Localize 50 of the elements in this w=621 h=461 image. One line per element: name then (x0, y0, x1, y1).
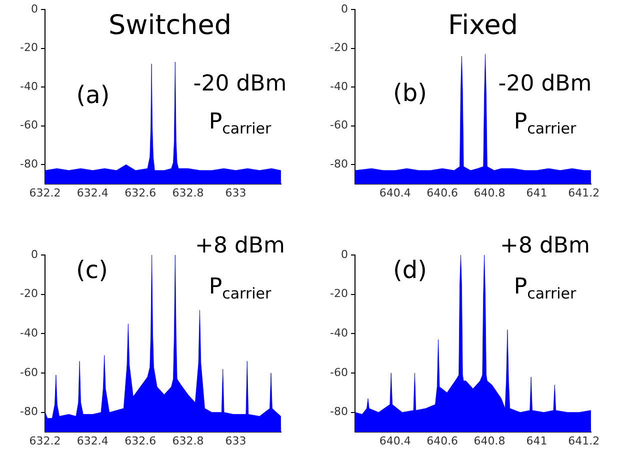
annotation: (c) (76, 256, 108, 284)
chart-title: Fixed (448, 10, 518, 42)
y-tick-label: -80 (20, 157, 38, 170)
y-tick-label: -60 (330, 366, 348, 379)
y-tick-label: -20 (330, 41, 348, 54)
y-tick-label: 0 (341, 248, 348, 261)
y-tick-label: -60 (330, 118, 348, 132)
annotation: +8 dBm (195, 234, 285, 259)
x-tick-label: 633 (225, 434, 246, 448)
x-tick-label: 640.6 (426, 186, 458, 200)
chart-title: Switched (108, 10, 232, 42)
x-tick-label: 640.4 (379, 434, 411, 448)
x-tick-label: 640.8 (474, 186, 506, 200)
y-tick-label: -60 (20, 366, 38, 379)
y-tick-label: -80 (330, 405, 348, 418)
x-tick-label: 641 (526, 434, 548, 448)
annotation: -20 dBm (193, 72, 287, 97)
annotation: (d) (393, 256, 427, 284)
annotation: (a) (76, 81, 110, 110)
annotation: +8 dBm (500, 234, 590, 259)
y-tick-label: -40 (330, 326, 348, 340)
x-tick-label: 632.8 (172, 186, 204, 200)
annotation: -20 dBm (498, 72, 592, 97)
x-tick-label: 641.2 (568, 186, 600, 200)
y-tick-label: -20 (20, 287, 38, 300)
x-tick-label: 633 (225, 186, 246, 200)
x-tick-label: 640.4 (379, 186, 411, 200)
x-tick-label: 632.8 (172, 434, 204, 448)
y-tick-label: -20 (330, 287, 348, 300)
y-tick-label: -20 (20, 41, 38, 54)
x-tick-label: 640.6 (426, 434, 458, 448)
y-tick-label: 0 (31, 2, 38, 16)
x-tick-label: 632.6 (124, 186, 156, 200)
y-tick-label: -40 (20, 80, 38, 93)
y-tick-label: -40 (330, 80, 348, 93)
x-tick-label: 632.4 (76, 434, 108, 448)
y-tick-label: -60 (20, 118, 38, 132)
y-tick-label: -40 (20, 326, 38, 340)
x-tick-label: 640.8 (474, 434, 506, 448)
y-tick-label: 0 (341, 2, 348, 16)
x-tick-label: 632.6 (124, 434, 156, 448)
x-tick-label: 641.2 (568, 434, 600, 448)
annotation: (b) (393, 79, 427, 108)
x-tick-label: 632.2 (29, 186, 61, 200)
x-tick-label: 641 (526, 186, 548, 200)
y-tick-label: -80 (330, 157, 348, 170)
y-tick-label: 0 (31, 248, 38, 261)
x-tick-label: 632.2 (29, 434, 61, 448)
x-tick-label: 632.4 (76, 186, 108, 200)
y-tick-label: -80 (20, 405, 38, 418)
